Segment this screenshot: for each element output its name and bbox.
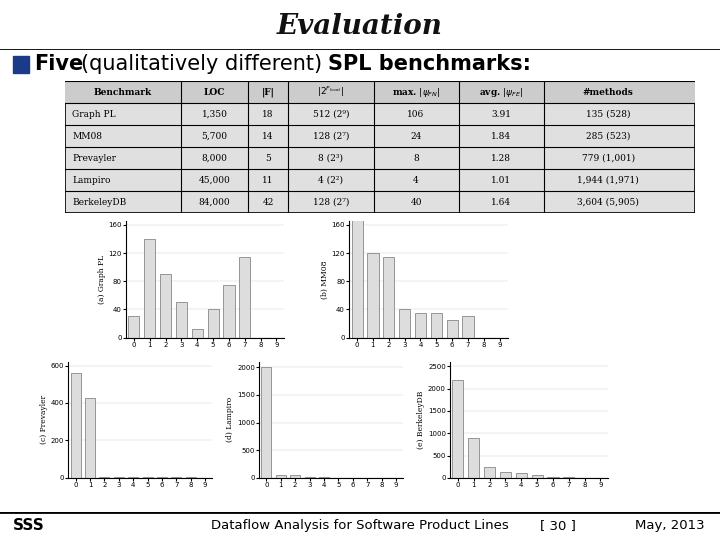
Bar	[276, 475, 286, 478]
Text: Evaluation: Evaluation	[277, 12, 443, 39]
Y-axis label: (d) Lampiro: (d) Lampiro	[226, 397, 234, 442]
Bar	[452, 380, 464, 478]
Text: BerkeleyDB: BerkeleyDB	[72, 198, 127, 207]
Y-axis label: (b) MM08: (b) MM08	[320, 260, 329, 299]
Text: 84,000: 84,000	[199, 198, 230, 207]
Text: MM08: MM08	[72, 132, 102, 140]
Bar	[157, 477, 167, 478]
Bar	[367, 253, 379, 338]
Text: Lampiro: Lampiro	[72, 176, 111, 185]
Bar	[446, 320, 458, 338]
Bar	[462, 316, 474, 338]
Text: avg. $|\psi_{FE}|$: avg. $|\psi_{FE}|$	[479, 85, 523, 98]
Text: LOC: LOC	[204, 87, 225, 97]
Text: 14: 14	[262, 132, 274, 140]
Text: 106: 106	[408, 110, 425, 119]
Bar	[65, 81, 695, 103]
Bar	[261, 367, 271, 478]
Text: 5: 5	[265, 154, 271, 163]
Text: #methods: #methods	[582, 87, 634, 97]
Bar	[383, 256, 395, 338]
Text: 1.84: 1.84	[491, 132, 511, 140]
Text: $|2^{F_{local}}|$: $|2^{F_{local}}|$	[318, 85, 344, 99]
Text: 1.28: 1.28	[491, 154, 511, 163]
Text: 18: 18	[262, 110, 274, 119]
Text: SSS: SSS	[13, 518, 45, 534]
Bar	[144, 239, 156, 338]
Text: 1,350: 1,350	[202, 110, 228, 119]
Text: 5,700: 5,700	[202, 132, 228, 140]
Text: 40: 40	[410, 198, 422, 207]
Y-axis label: (e) BerkeleyDB: (e) BerkeleyDB	[417, 390, 425, 449]
Text: 285 (523): 285 (523)	[586, 132, 631, 140]
Y-axis label: (a) Graph PL: (a) Graph PL	[97, 255, 106, 304]
Bar	[192, 329, 203, 338]
Bar	[114, 477, 124, 478]
Bar	[547, 477, 559, 478]
Text: 4 (2²): 4 (2²)	[318, 176, 343, 185]
Bar	[516, 474, 527, 478]
Text: 8,000: 8,000	[202, 154, 228, 163]
Text: 3,604 (5,905): 3,604 (5,905)	[577, 198, 639, 207]
Bar	[500, 472, 511, 478]
Text: max. $|\psi_{FN}|$: max. $|\psi_{FN}|$	[392, 85, 440, 98]
Bar	[186, 477, 196, 478]
Bar	[143, 477, 153, 478]
Text: 24: 24	[410, 132, 422, 140]
Text: 128 (2⁷): 128 (2⁷)	[312, 198, 349, 207]
Text: Graph PL: Graph PL	[72, 110, 116, 119]
Text: 135 (528): 135 (528)	[586, 110, 631, 119]
Text: 1.01: 1.01	[491, 176, 511, 185]
Bar	[351, 168, 363, 338]
Bar	[319, 477, 329, 478]
Text: Five: Five	[35, 54, 84, 75]
Text: 1,944 (1,971): 1,944 (1,971)	[577, 176, 639, 185]
Text: 1.64: 1.64	[491, 198, 511, 207]
Text: Benchmark: Benchmark	[94, 87, 152, 97]
Bar	[484, 467, 495, 478]
Bar	[431, 313, 442, 338]
Bar	[223, 285, 235, 338]
Bar	[13, 56, 29, 73]
Bar	[176, 302, 187, 338]
Bar	[468, 438, 480, 478]
Bar	[290, 475, 300, 478]
Text: Prevayler: Prevayler	[72, 154, 117, 163]
Text: SPL benchmarks:: SPL benchmarks:	[328, 54, 531, 75]
Text: 4: 4	[413, 176, 419, 185]
Text: 42: 42	[262, 198, 274, 207]
Bar	[399, 309, 410, 338]
Bar	[128, 477, 138, 478]
Y-axis label: (c) Prevayler: (c) Prevayler	[40, 395, 48, 444]
Bar	[305, 477, 315, 478]
Text: Dataflow Analysis for Software Product Lines: Dataflow Analysis for Software Product L…	[211, 519, 509, 532]
Text: 512 (2⁹): 512 (2⁹)	[312, 110, 349, 119]
Text: 8 (2³): 8 (2³)	[318, 154, 343, 163]
Bar	[160, 274, 171, 338]
Text: 45,000: 45,000	[199, 176, 230, 185]
Text: |F|: |F|	[261, 87, 274, 97]
Text: 8: 8	[413, 154, 419, 163]
Bar	[207, 309, 219, 338]
Text: 3.91: 3.91	[491, 110, 511, 119]
Bar	[99, 477, 109, 478]
Bar	[531, 475, 543, 478]
Bar	[171, 477, 181, 478]
Bar	[85, 399, 95, 478]
Bar	[415, 313, 426, 338]
Text: 128 (2⁷): 128 (2⁷)	[312, 132, 349, 140]
Text: 779 (1,001): 779 (1,001)	[582, 154, 635, 163]
Bar	[239, 256, 251, 338]
Text: May, 2013: May, 2013	[635, 519, 704, 532]
Bar	[71, 373, 81, 478]
Bar	[128, 316, 140, 338]
Text: 11: 11	[262, 176, 274, 185]
Text: (qualitatively different): (qualitatively different)	[81, 54, 323, 75]
Text: [ 30 ]: [ 30 ]	[540, 519, 576, 532]
